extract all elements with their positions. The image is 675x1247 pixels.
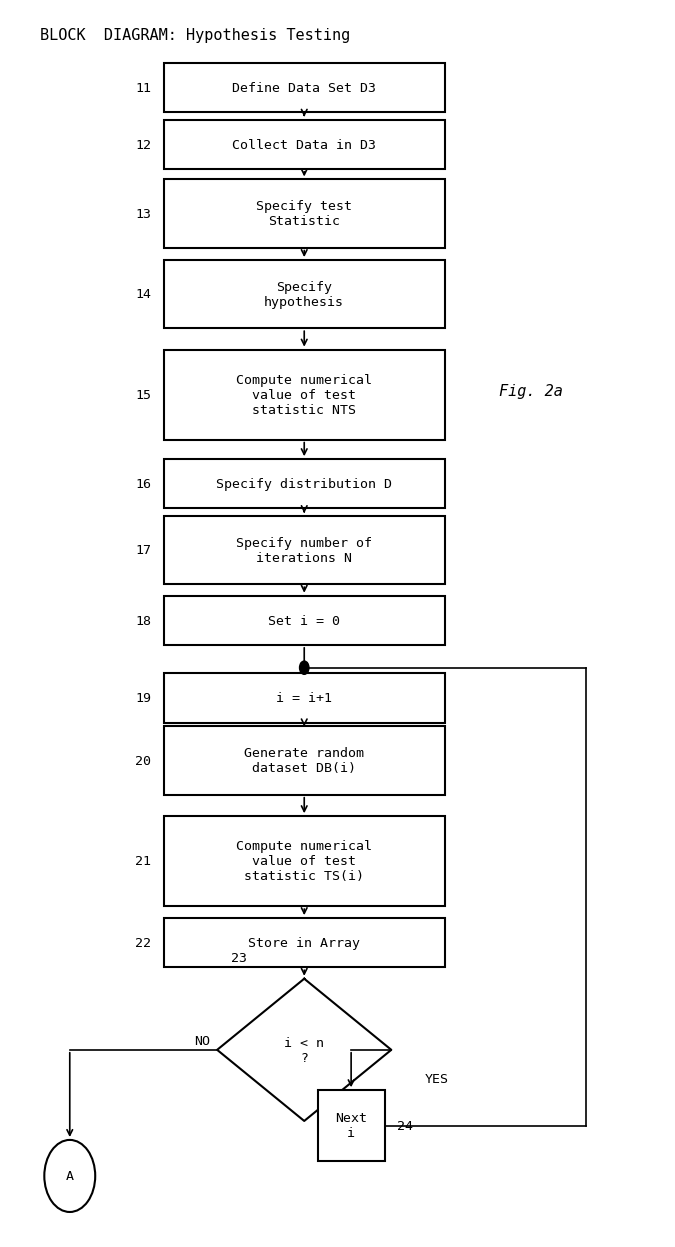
Text: Next
i: Next i [335, 1112, 367, 1140]
Text: i < n
?: i < n ? [284, 1036, 324, 1064]
Text: 18: 18 [136, 615, 151, 627]
Text: Specify test
Statistic: Specify test Statistic [256, 200, 352, 228]
FancyBboxPatch shape [163, 918, 445, 968]
Text: Define Data Set D3: Define Data Set D3 [232, 81, 376, 95]
Text: Specify distribution D: Specify distribution D [216, 478, 392, 490]
Text: Compute numerical
value of test
statistic TS(i): Compute numerical value of test statisti… [236, 840, 372, 883]
Text: Set i = 0: Set i = 0 [268, 615, 340, 627]
Text: i = i+1: i = i+1 [276, 692, 332, 705]
Circle shape [299, 661, 308, 675]
FancyBboxPatch shape [163, 64, 445, 112]
FancyBboxPatch shape [163, 596, 445, 645]
Text: Generate random
dataset DB(i): Generate random dataset DB(i) [244, 747, 364, 774]
FancyBboxPatch shape [163, 727, 445, 796]
Text: NO: NO [194, 1034, 211, 1047]
Text: Store in Array: Store in Array [248, 936, 360, 949]
FancyBboxPatch shape [317, 1090, 384, 1161]
FancyBboxPatch shape [163, 120, 445, 170]
FancyBboxPatch shape [163, 817, 445, 907]
Text: 21: 21 [136, 855, 151, 868]
Text: 14: 14 [136, 288, 151, 302]
Text: BLOCK  DIAGRAM: Hypothesis Testing: BLOCK DIAGRAM: Hypothesis Testing [40, 29, 350, 44]
Text: 11: 11 [136, 81, 151, 95]
Text: Fig. 2a: Fig. 2a [498, 384, 562, 399]
FancyBboxPatch shape [163, 673, 445, 723]
Text: Compute numerical
value of test
statistic NTS: Compute numerical value of test statisti… [236, 374, 372, 416]
Text: 13: 13 [136, 207, 151, 221]
Text: Collect Data in D3: Collect Data in D3 [232, 138, 376, 151]
Text: 24: 24 [396, 1120, 412, 1132]
Text: 15: 15 [136, 389, 151, 402]
FancyBboxPatch shape [163, 350, 445, 440]
Text: A: A [65, 1170, 74, 1182]
FancyBboxPatch shape [163, 516, 445, 585]
Text: Specify number of
iterations N: Specify number of iterations N [236, 536, 372, 565]
Text: 16: 16 [136, 478, 151, 490]
Text: YES: YES [425, 1072, 448, 1085]
Circle shape [45, 1140, 95, 1212]
Text: 23: 23 [230, 951, 246, 965]
FancyBboxPatch shape [163, 261, 445, 329]
Text: 22: 22 [136, 936, 151, 949]
Text: 12: 12 [136, 138, 151, 151]
FancyBboxPatch shape [163, 460, 445, 509]
Text: 17: 17 [136, 544, 151, 557]
Text: Specify
hypothesis: Specify hypothesis [264, 281, 344, 309]
Text: 19: 19 [136, 692, 151, 705]
FancyBboxPatch shape [163, 180, 445, 248]
Text: 20: 20 [136, 754, 151, 767]
